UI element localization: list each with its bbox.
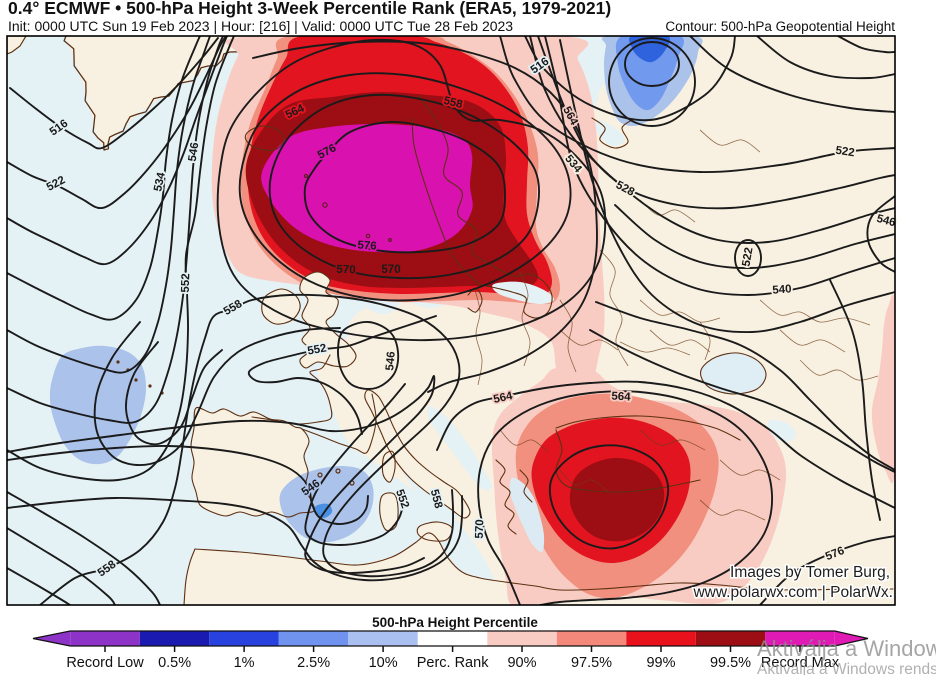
svg-text:Perc. Rank: Perc. Rank [417,655,489,671]
svg-text:97.5%: 97.5% [571,655,612,671]
svg-text:10%: 10% [369,655,398,671]
svg-text:Aktiválja a Windowst: Aktiválja a Windowst [757,636,936,661]
svg-text:0.4° ECMWF • 500-hPa Height 3-: 0.4° ECMWF • 500-hPa Height 3-Week Perce… [8,0,611,18]
svg-text:570: 570 [381,264,400,276]
svg-text:564: 564 [611,391,631,404]
svg-text:576: 576 [357,239,377,252]
svg-text:552: 552 [307,342,328,357]
svg-text:546: 546 [187,142,202,163]
svg-text:1%: 1% [234,655,255,671]
svg-text:2.5%: 2.5% [297,655,330,671]
svg-text:Aktiválja a Windows rendsz: Aktiválja a Windows rendsz [757,661,936,675]
svg-text:Record Low: Record Low [66,655,144,671]
svg-text:90%: 90% [507,655,536,671]
svg-text:Init: 0000 UTC Sun 19 Feb 2023: Init: 0000 UTC Sun 19 Feb 2023 | Hour: [… [8,18,513,34]
svg-text:522: 522 [740,247,755,268]
svg-text:546: 546 [384,351,398,371]
svg-text:570: 570 [474,519,487,539]
svg-text:500-hPa Height Percentile: 500-hPa Height Percentile [372,615,538,630]
svg-text:Contour: 500-hPa Geopotential: Contour: 500-hPa Geopotential Height [665,19,895,34]
svg-text:522: 522 [835,145,856,160]
svg-text:99.5%: 99.5% [710,655,751,671]
svg-text:99%: 99% [646,655,675,671]
svg-text:Record Max: Record Max [761,655,840,671]
svg-text:0.5%: 0.5% [158,655,191,671]
svg-text:Images by Tomer Burg,: Images by Tomer Burg, [730,564,890,581]
svg-text:540: 540 [772,283,792,296]
svg-text:552: 552 [180,273,193,293]
svg-text:www.polarwx.com | PolarWx.: www.polarwx.com | PolarWx. [692,584,893,601]
svg-text:570: 570 [336,264,356,277]
